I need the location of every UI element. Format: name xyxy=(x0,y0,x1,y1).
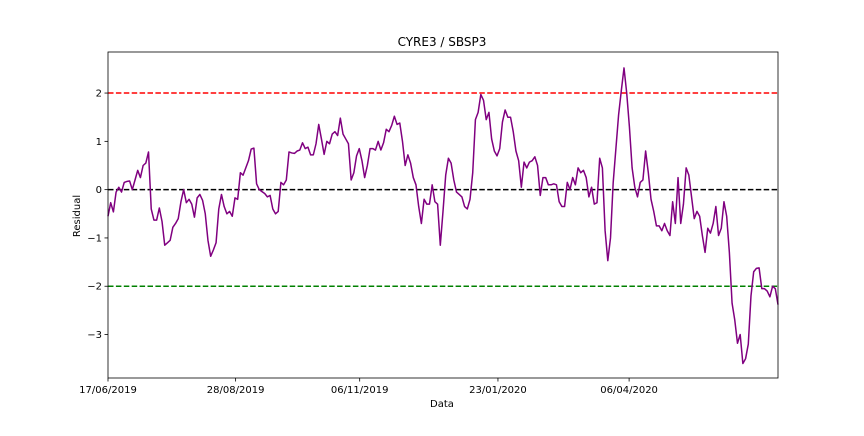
y-tick-label: −3 xyxy=(87,330,102,341)
x-tick-label: 17/06/2019 xyxy=(79,385,137,396)
y-tick-label: −2 xyxy=(87,282,102,293)
series-layer xyxy=(107,67,779,365)
x-tick-label: 28/08/2019 xyxy=(207,385,265,396)
x-tick-label: 06/04/2020 xyxy=(600,385,658,396)
x-axis-label: Data xyxy=(430,399,454,410)
threshold-lines xyxy=(108,92,778,287)
series-line-0 xyxy=(107,67,779,365)
y-tick-label: 2 xyxy=(96,89,102,100)
x-tick-label: 06/11/2019 xyxy=(331,385,389,396)
x-tick-label: 23/01/2020 xyxy=(469,385,527,396)
y-tick-label: 1 xyxy=(96,137,102,148)
plot-frame xyxy=(107,51,779,379)
axes: −3 −2 −1 0 1 2 17/06/2019 28/08/2019 06/11/2019 2… xyxy=(79,51,779,396)
y-tick-label: −1 xyxy=(87,233,102,244)
y-axis-label: Residual xyxy=(72,195,83,237)
y-tick-label: 0 xyxy=(96,185,102,196)
chart-title: CYRE3 / SBSP3 xyxy=(398,35,487,49)
